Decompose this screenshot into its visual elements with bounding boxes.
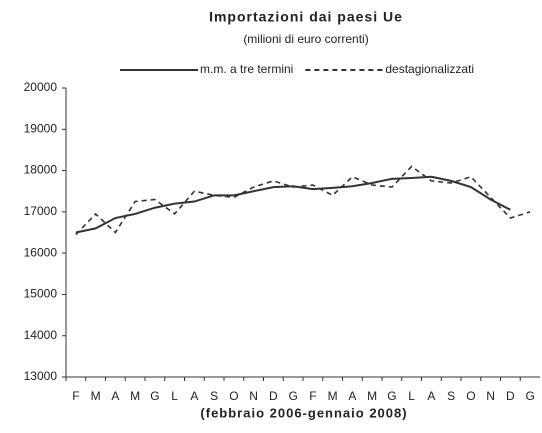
- y-tick-label: 20000: [24, 80, 58, 94]
- x-tick-label: G: [288, 389, 297, 403]
- x-tick-label: O: [229, 389, 238, 403]
- x-tick-label: G: [150, 389, 159, 403]
- y-tick-label: 19000: [24, 121, 58, 135]
- x-tick-label: D: [269, 389, 278, 403]
- x-tick-label: N: [249, 389, 258, 403]
- x-tick-label: L: [171, 389, 178, 403]
- y-tick-label: 15000: [24, 287, 58, 301]
- x-axis-label: (febbraio 2006-gennaio 2008): [200, 405, 407, 420]
- x-tick-label: A: [190, 389, 198, 403]
- chart-title: Importazioni dai paesi Ue: [209, 9, 403, 25]
- x-tick-label: A: [111, 389, 119, 403]
- series-line: [75, 165, 531, 236]
- x-tick-label: N: [486, 389, 495, 403]
- x-tick-label: G: [387, 389, 396, 403]
- y-tick-label: 13000: [24, 369, 58, 383]
- y-tick-label: 18000: [24, 163, 58, 177]
- x-tick-label: M: [91, 389, 101, 403]
- x-tick-label: D: [506, 389, 515, 403]
- x-tick-label: M: [328, 389, 338, 403]
- x-tick-label: A: [427, 389, 435, 403]
- x-tick-label: G: [525, 389, 534, 403]
- x-tick-label: S: [447, 389, 455, 403]
- y-tick-label: 14000: [24, 328, 58, 342]
- legend-label: destagionalizzati: [385, 62, 474, 76]
- x-tick-label: S: [210, 389, 218, 403]
- x-tick-label: M: [367, 389, 377, 403]
- x-tick-label: F: [72, 389, 79, 403]
- x-tick-label: L: [408, 389, 415, 403]
- x-tick-label: F: [309, 389, 316, 403]
- legend-label: m.m. a tre termini: [200, 62, 293, 76]
- x-tick-label: O: [466, 389, 475, 403]
- y-tick-label: 16000: [24, 245, 58, 259]
- x-tick-label: M: [130, 389, 140, 403]
- x-tick-label: A: [348, 389, 356, 403]
- chart-subtitle: (milioni di euro correnti): [243, 32, 368, 46]
- y-tick-label: 17000: [24, 204, 58, 218]
- series-line: [75, 175, 511, 234]
